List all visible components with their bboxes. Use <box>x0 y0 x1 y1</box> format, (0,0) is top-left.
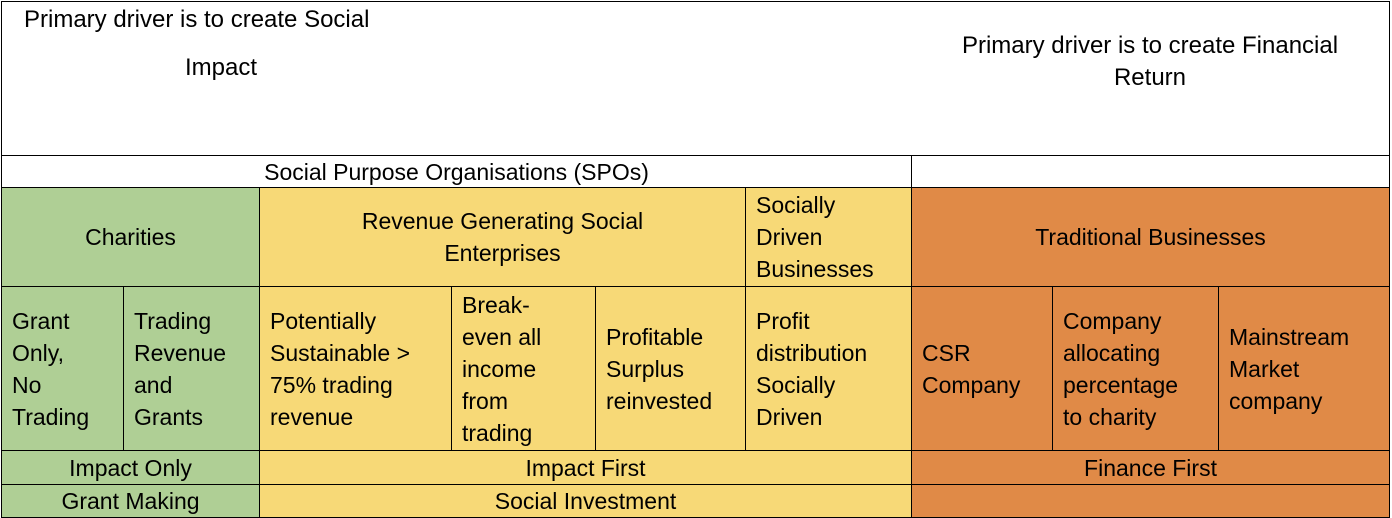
impact-only-cell: Impact Only <box>1 450 260 485</box>
traditional-label: Traditional Businesses <box>1035 224 1266 250</box>
grant-making-label: Grant Making <box>61 488 200 514</box>
profitable-label: Profitable Surplus reinvested <box>606 323 713 414</box>
rgse-cell: Revenue Generating Social Enterprises <box>259 187 746 287</box>
sdb-cell: Socially Driven Businesses <box>745 187 912 287</box>
break-even-cell: Break- even all income from trading <box>451 286 596 451</box>
financial-driver-label: Primary driver is to create Financial Re… <box>961 32 1339 91</box>
social-driver-line2: Impact <box>185 54 258 81</box>
charities-cell: Charities <box>1 187 260 287</box>
finance-first-cell: Finance First <box>911 450 1390 485</box>
mainstream-cell: Mainstream Market company <box>1218 286 1390 451</box>
trading-revenue-label: Trading Revenue and Grants <box>134 307 227 430</box>
spo-label-cell: Social Purpose Organisations (SPOs) <box>1 155 912 188</box>
profitable-cell: Profitable Surplus reinvested <box>595 286 746 451</box>
break-even-label: Break- even all income from trading <box>462 291 542 446</box>
grant-making-cell: Grant Making <box>1 484 260 518</box>
social-driver-line1: Primary driver is to create Social <box>24 6 370 33</box>
potentially-sustainable-label: Potentially Sustainable > 75% trading re… <box>270 307 411 430</box>
mainstream-label: Mainstream Market company <box>1229 323 1350 414</box>
impact-first-label: Impact First <box>525 454 646 481</box>
social-investment-cell: Social Investment <box>259 484 912 518</box>
profit-distribution-label: Profit distribution Socially Driven <box>756 307 868 430</box>
sdb-label: Socially Driven Businesses <box>756 192 874 282</box>
header-box <box>1 1 1390 156</box>
spo-empty-cell <box>911 155 1390 188</box>
csr-cell: CSR Company <box>911 286 1053 451</box>
rgse-label: Revenue Generating Social Enterprises <box>361 208 644 266</box>
impact-first-cell: Impact First <box>259 450 912 485</box>
grant-only-cell: Grant Only, No Trading <box>1 286 124 451</box>
charities-label: Charities <box>85 224 176 250</box>
company-allocating-cell: Company allocating percentage to charity <box>1052 286 1219 451</box>
social-investment-label: Social Investment <box>494 488 677 514</box>
company-allocating-label: Company allocating percentage to charity <box>1063 307 1179 430</box>
trading-revenue-cell: Trading Revenue and Grants <box>123 286 260 451</box>
finance-first-label: Finance First <box>1084 454 1217 481</box>
grant-only-label: Grant Only, No Trading <box>12 307 90 430</box>
potentially-sustainable-cell: Potentially Sustainable > 75% trading re… <box>259 286 452 451</box>
spo-label: Social Purpose Organisations (SPOs) <box>264 158 649 185</box>
traditional-cell: Traditional Businesses <box>911 187 1390 287</box>
csr-label: CSR Company <box>922 339 1021 398</box>
impact-only-label: Impact Only <box>69 454 192 481</box>
investment-empty-cell <box>911 484 1390 518</box>
profit-distribution-cell: Profit distribution Socially Driven <box>745 286 912 451</box>
